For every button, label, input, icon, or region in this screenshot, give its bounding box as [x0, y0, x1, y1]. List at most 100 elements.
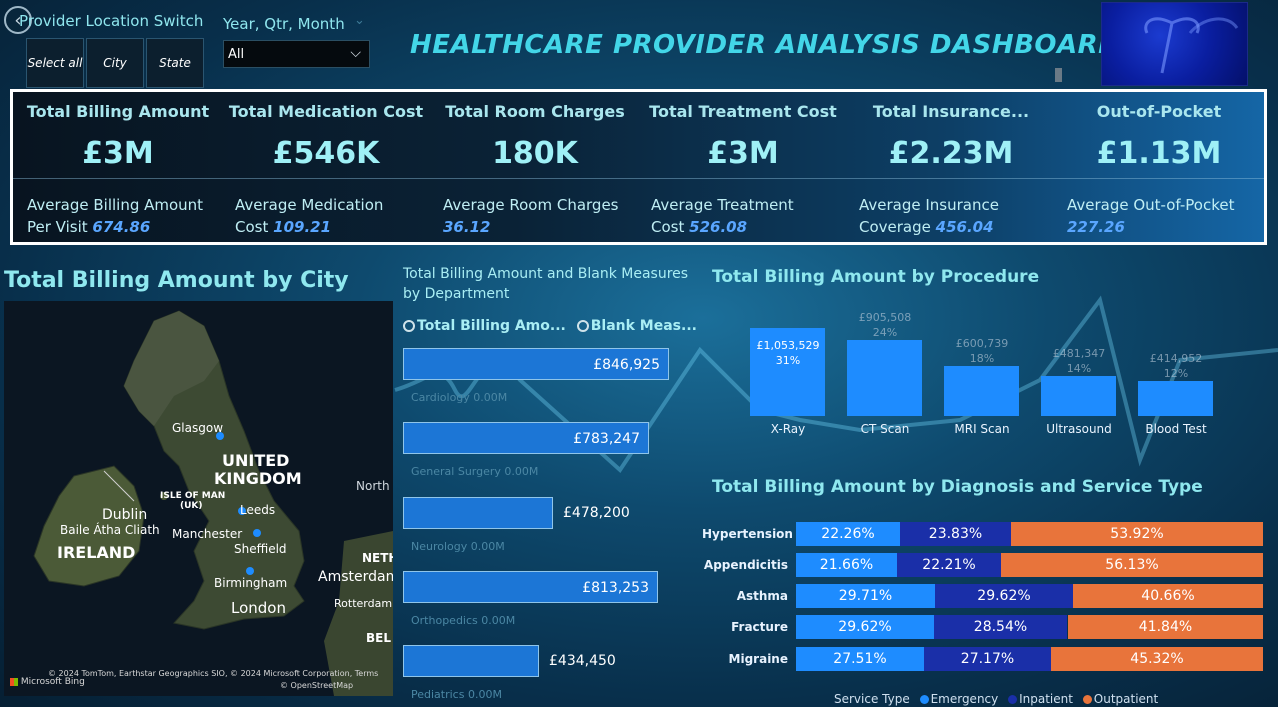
procedure-chart-title: Total Billing Amount by Procedure	[712, 267, 1040, 287]
legend-dot-icon	[919, 695, 929, 704]
map-label-north: North	[356, 479, 390, 493]
diagnosis-segment[interactable]: 29.62%	[935, 584, 1073, 608]
procedure-bar[interactable]	[750, 328, 825, 416]
chevron-down-icon: ⌵	[350, 45, 361, 61]
kpi-label-insurance: Total Insurance...	[872, 102, 1030, 121]
kpi-avg-billing-label2: Per Visit	[27, 218, 88, 236]
map-label-kingdom: KINGDOM	[214, 469, 302, 488]
service-type-legend: Service Type Emergency Inpatient Outpati…	[834, 692, 1158, 706]
kpi-avg-medication-value: 109.21	[273, 218, 332, 236]
procedure-category-label: Ultrasound	[1046, 422, 1112, 436]
dept-category-label: Cardiology 0.00M	[411, 391, 508, 404]
select-all-button[interactable]: Select all	[26, 38, 84, 88]
diagnosis-chart-title: Total Billing Amount by Diagnosis and Se…	[712, 477, 1203, 497]
diagnosis-segment[interactable]: 27.51%	[796, 647, 924, 671]
scroll-indicator[interactable]	[1055, 68, 1062, 82]
procedure-data-label: £600,739 18%	[932, 336, 1032, 366]
diagnosis-segment[interactable]: 28.54%	[934, 615, 1067, 639]
dept-bar-value: £783,247	[573, 431, 640, 447]
procedure-value-label: £414,952	[1149, 352, 1203, 365]
legend-item-billing[interactable]: Total Billing Amo...	[417, 318, 566, 334]
diagnosis-segment[interactable]: 29.71%	[796, 584, 935, 608]
state-button[interactable]: State	[146, 38, 204, 88]
legend-inpatient[interactable]: Inpatient	[1019, 692, 1073, 706]
procedure-value-label: £600,739	[955, 337, 1009, 350]
procedure-bar[interactable]	[1041, 376, 1116, 416]
kpi-panel: Total Billing Amount £3M Total Medicatio…	[10, 89, 1267, 245]
service-legend-title: Service Type	[834, 692, 910, 706]
procedure-percent-label: 14%	[1066, 362, 1092, 375]
diagnosis-segment[interactable]: 21.66%	[796, 553, 897, 577]
diagnosis-segment[interactable]: 22.21%	[897, 553, 1001, 577]
diagnosis-segment[interactable]: 23.83%	[900, 522, 1011, 546]
kpi-avg-medication-label2: Cost	[235, 218, 269, 236]
chevron-down-icon[interactable]: ⌄	[354, 13, 365, 28]
dept-bar-value: £478,200	[563, 505, 630, 521]
kpi-value-out-of-pocket: £1.13M	[1096, 136, 1222, 171]
diagnosis-segment[interactable]: 41.84%	[1068, 615, 1263, 639]
legend-dot-icon	[1082, 695, 1092, 704]
procedure-bar[interactable]	[944, 366, 1019, 416]
back-arrow-icon[interactable]: ‹	[4, 6, 32, 34]
map-label-dublin: Dublin	[102, 507, 148, 523]
procedure-percent-label: 12%	[1163, 367, 1189, 380]
legend-ring-icon	[403, 320, 415, 332]
city-map[interactable]: Glasgow UNITED KINGDOM North ISLE OF MAN…	[4, 301, 393, 696]
map-label-amsterdam: Amsterdam	[318, 569, 393, 585]
procedure-bar[interactable]	[1138, 381, 1213, 416]
diagnosis-segment[interactable]: 45.32%	[1051, 647, 1263, 671]
legend-emergency[interactable]: Emergency	[930, 692, 999, 706]
dept-bar[interactable]	[403, 645, 539, 677]
kpi-avg-oop-value: 227.26	[1067, 218, 1125, 236]
diagnosis-segment[interactable]: 53.92%	[1011, 522, 1263, 546]
dept-bar[interactable]: £813,253	[403, 571, 658, 603]
dept-bar-value: £846,925	[593, 357, 660, 373]
legend-item-blank[interactable]: Blank Meas...	[590, 318, 697, 334]
kpi-value-insurance: £2.23M	[888, 136, 1014, 171]
procedure-category-label: Blood Test	[1145, 422, 1207, 436]
diagnosis-segment[interactable]: 56.13%	[1001, 553, 1263, 577]
date-slicer-dropdown[interactable]: All ⌵	[223, 40, 370, 68]
procedure-category-label: MRI Scan	[954, 422, 1010, 436]
dept-bar[interactable]: £846,925	[403, 348, 669, 380]
map-attribution-osm[interactable]: © OpenStreetMap	[280, 681, 354, 690]
dept-bar[interactable]	[403, 497, 553, 529]
kpi-value-room: 180K	[492, 136, 578, 171]
procedure-category-label: X-Ray	[770, 422, 806, 436]
kpi-avg-treatment-value: 526.08	[689, 218, 748, 236]
kpi-label-treatment: Total Treatment Cost	[649, 102, 837, 121]
kpi-avg-treatment-label2: Cost	[651, 218, 685, 236]
procedure-category-label: CT Scan	[860, 422, 910, 436]
map-attribution: © 2024 TomTom, Earthstar Geographics SIO…	[48, 669, 379, 678]
healthcare-logo-image	[1101, 2, 1248, 86]
kpi-avg-room-label: Average Room Charges	[443, 196, 619, 214]
procedure-value-label: £1,053,529	[756, 339, 820, 352]
diagnosis-category-label: Appendicitis	[703, 558, 788, 572]
map-landmass	[33, 310, 393, 696]
map-label-united: UNITED	[222, 451, 290, 470]
dept-category-label: General Surgery 0.00M	[411, 465, 539, 478]
location-switch-title: Provider Location Switch	[19, 12, 204, 30]
dept-chart-title: Total Billing Amount and Blank Measures …	[403, 266, 689, 302]
kpi-avg-insurance-label: Average Insurance	[859, 196, 999, 214]
date-slicer-title: Year, Qtr, Month	[223, 15, 345, 33]
kpi-avg-insurance-label2: Coverage	[859, 218, 931, 236]
diagnosis-segment[interactable]: 40.66%	[1073, 584, 1263, 608]
kpi-label-out-of-pocket: Out-of-Pocket	[1096, 102, 1222, 121]
dept-bar[interactable]: £783,247	[403, 422, 649, 454]
kpi-divider	[13, 178, 1264, 179]
diagnosis-segment[interactable]: 22.26%	[796, 522, 900, 546]
kpi-avg-oop-label: Average Out-of-Pocket	[1067, 196, 1235, 214]
city-button[interactable]: City	[86, 38, 144, 88]
diagnosis-category-label: Asthma	[736, 589, 788, 603]
kpi-label-medication: Total Medication Cost	[228, 102, 424, 121]
map-label-isle-of-man-uk: (UK)	[180, 501, 203, 511]
map-label-neth: NETH	[362, 551, 393, 565]
map-label-ireland: IRELAND	[57, 543, 136, 562]
diagnosis-segment[interactable]: 29.62%	[796, 615, 934, 639]
map-label-glasgow: Glasgow	[172, 421, 224, 435]
legend-outpatient[interactable]: Outpatient	[1093, 692, 1159, 706]
diagnosis-segment[interactable]: 27.17%	[924, 647, 1051, 671]
kpi-avg-billing-label: Average Billing Amount	[27, 196, 204, 214]
procedure-bar[interactable]	[847, 340, 922, 416]
